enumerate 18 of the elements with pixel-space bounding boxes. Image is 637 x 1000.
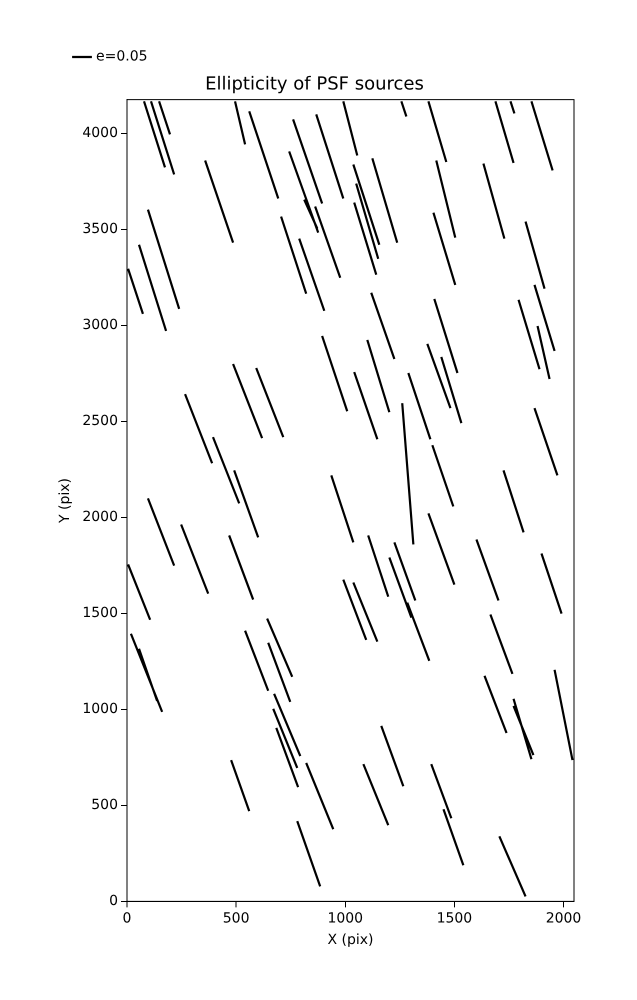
x-axis-title: X (pix) <box>327 932 374 948</box>
y-tick-label: 0 <box>109 893 118 910</box>
x-tick-label: 500 <box>222 910 250 926</box>
y-tick-label: 3500 <box>82 221 118 238</box>
y-tick-label: 2500 <box>82 413 118 430</box>
y-tick-label: 2000 <box>82 509 118 526</box>
y-tick-label: 500 <box>91 797 118 814</box>
y-tick-label: 4000 <box>82 125 118 142</box>
y-tick-label: 3000 <box>82 317 118 334</box>
chart-title: Ellipticity of PSF sources <box>205 73 424 94</box>
legend-label: e=0.05 <box>96 48 148 65</box>
y-tick-label: 1500 <box>82 605 118 622</box>
y-tick-label: 1000 <box>82 701 118 718</box>
x-tick-label: 2000 <box>546 910 582 926</box>
x-tick-label: 1000 <box>327 910 364 926</box>
x-tick-label: 1500 <box>436 910 472 926</box>
y-axis-title: Y (pix) <box>57 478 74 524</box>
x-tick-label: 0 <box>122 910 132 926</box>
